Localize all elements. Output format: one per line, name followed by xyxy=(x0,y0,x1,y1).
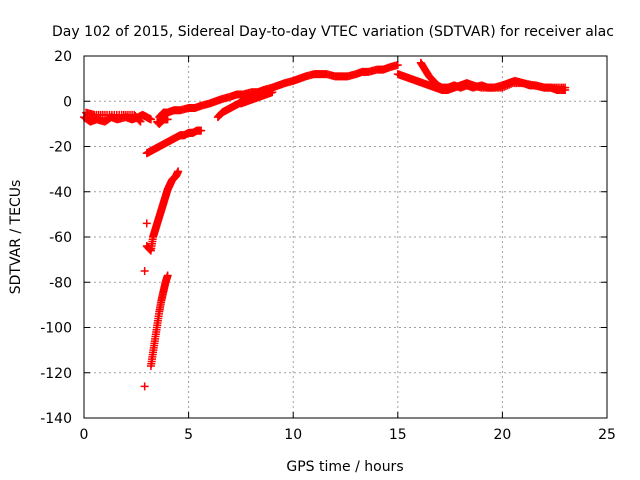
y-tick-label: -120 xyxy=(40,366,72,382)
data-point xyxy=(507,79,516,88)
x-tick-label: 5 xyxy=(184,427,193,443)
x-tick-label: 25 xyxy=(598,427,616,443)
series-early-band xyxy=(80,108,155,126)
data-point xyxy=(142,219,151,228)
series-track-b xyxy=(153,115,172,128)
series-track-i xyxy=(393,70,570,94)
x-tick-label: 20 xyxy=(493,427,511,443)
data-point xyxy=(174,167,183,176)
data-point xyxy=(163,271,172,280)
y-axis-label: SDTVAR / TECUs xyxy=(8,180,24,295)
y-tick-label: -140 xyxy=(40,411,72,427)
y-tick-label: -100 xyxy=(40,321,72,337)
data-point xyxy=(501,82,510,91)
data-point xyxy=(197,126,206,135)
data-point xyxy=(140,382,149,391)
data-points-layer xyxy=(80,58,570,391)
y-tick-label: -20 xyxy=(49,140,72,156)
data-point xyxy=(561,83,570,92)
y-tick-label: -40 xyxy=(49,185,72,201)
y-tick-label: -80 xyxy=(49,275,72,291)
series-track-g xyxy=(140,266,172,391)
grid-layer xyxy=(84,56,607,418)
y-tick-label: 20 xyxy=(54,49,72,65)
series-track-e xyxy=(236,88,277,108)
ticks-layer xyxy=(83,55,608,419)
x-axis-label: GPS time / hours xyxy=(286,459,403,475)
data-point xyxy=(163,115,172,124)
y-tick-label: -60 xyxy=(49,230,72,246)
data-point xyxy=(140,266,149,275)
series-track-a xyxy=(155,61,402,122)
data-point xyxy=(393,61,402,70)
series-track-f xyxy=(142,167,183,255)
data-point xyxy=(136,117,145,126)
data-point xyxy=(135,116,144,125)
x-tick-label: 10 xyxy=(284,427,302,443)
x-tick-label: 15 xyxy=(389,427,407,443)
data-point xyxy=(503,81,512,90)
data-point xyxy=(500,82,509,91)
chart-title: Day 102 of 2015, Sidereal Day-to-day VTE… xyxy=(52,24,614,40)
data-point xyxy=(268,88,277,97)
series-track-c xyxy=(142,126,206,158)
data-point xyxy=(146,115,155,124)
data-point xyxy=(505,80,514,89)
tick-labels-layer: 0 5 10 15 20 25 -140 -120 -100 -80 -60 -40 -20 0 20 xyxy=(40,49,616,443)
x-tick-label: 0 xyxy=(80,427,89,443)
y-tick-label: 0 xyxy=(63,94,72,110)
data-point xyxy=(498,83,507,92)
